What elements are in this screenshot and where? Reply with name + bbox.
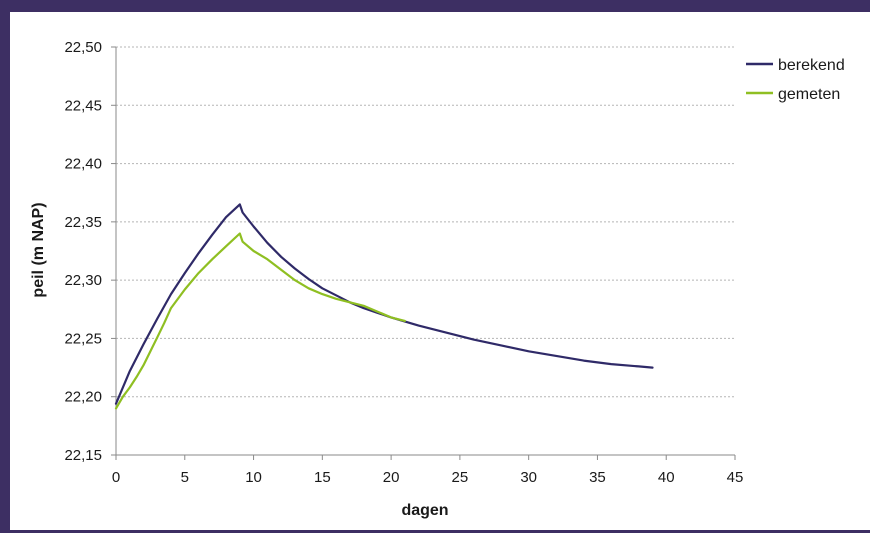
x-tick-label: 15 xyxy=(314,469,331,486)
x-tick-label: 30 xyxy=(520,469,537,486)
x-tick-label: 40 xyxy=(658,469,675,486)
y-tick-label: 22,20 xyxy=(64,389,102,406)
x-tick-label: 25 xyxy=(452,469,469,486)
y-axis-title: peil (m NAP) xyxy=(30,202,47,297)
axes xyxy=(111,46,736,460)
series-lines xyxy=(114,203,654,410)
x-tick-label: 5 xyxy=(181,469,189,486)
gridlines xyxy=(116,46,735,398)
tick-labels: 22,15 22,20 22,25 22,30 22,35 22,40 22,45 22,50… xyxy=(64,39,743,486)
x-tick-label: 20 xyxy=(383,469,400,486)
x-tick-label: 10 xyxy=(245,469,262,486)
y-tick-label: 22,30 xyxy=(64,272,102,289)
series-line-gemeten xyxy=(114,232,406,410)
y-tick-label: 22,40 xyxy=(64,156,102,173)
y-tick-label: 22,45 xyxy=(64,97,102,114)
legend-label-gemeten: gemeten xyxy=(778,86,840,103)
x-tick-label: 35 xyxy=(589,469,606,486)
x-axis-title: dagen xyxy=(401,502,448,519)
legend-label-berekend: berekend xyxy=(778,57,845,74)
x-tick-label: 0 xyxy=(112,469,120,486)
x-tick-label: 45 xyxy=(727,469,744,486)
legend: berekend gemeten xyxy=(746,57,845,103)
series-line-berekend xyxy=(114,203,654,405)
y-tick-label: 22,50 xyxy=(64,39,102,56)
y-tick-label: 22,15 xyxy=(64,447,102,464)
y-tick-label: 22,25 xyxy=(64,330,102,347)
y-tick-label: 22,35 xyxy=(64,214,102,231)
